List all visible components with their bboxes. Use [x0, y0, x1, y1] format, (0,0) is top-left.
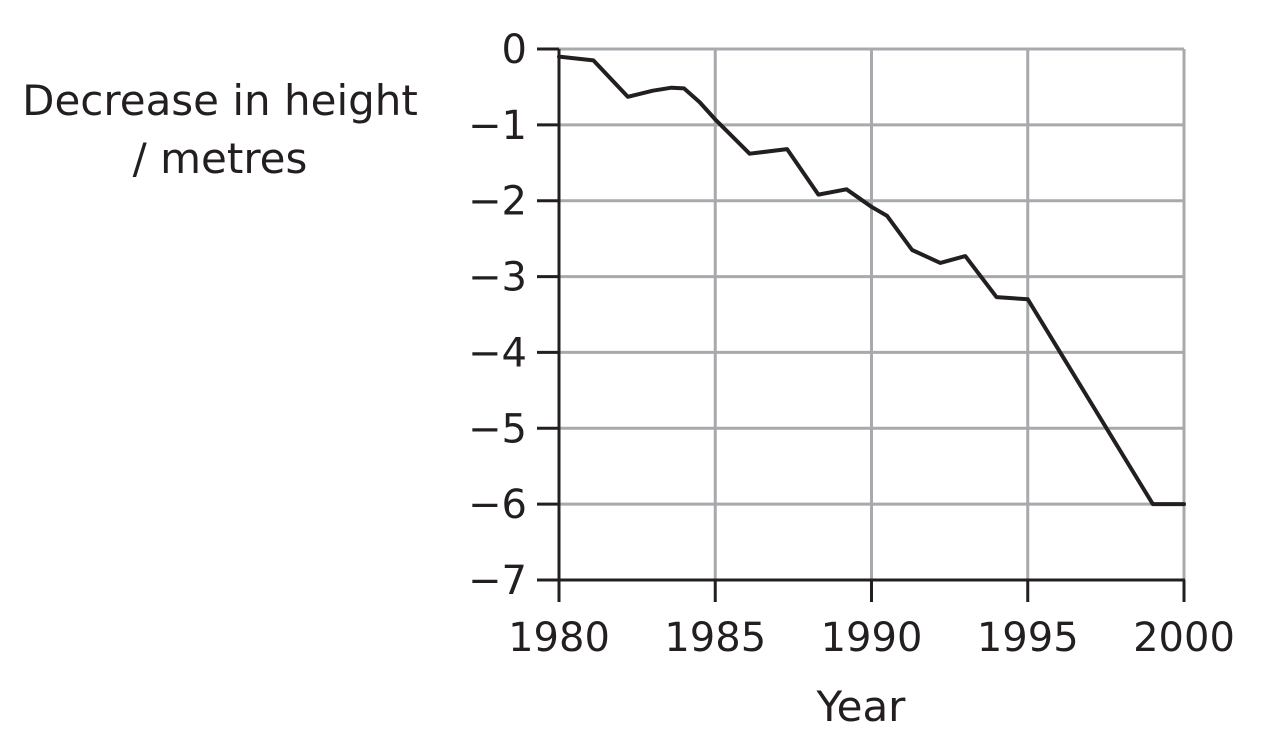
x-tick-label: 2000	[1133, 615, 1235, 661]
x-tick-label: 1990	[821, 615, 923, 661]
grid	[559, 47, 1186, 580]
y-tick-label: −5	[468, 406, 527, 452]
series-layer	[557, 54, 1186, 507]
x-tick-label: 1985	[664, 615, 766, 661]
y-tick-label: −6	[468, 482, 527, 528]
y-tick-label: 0	[502, 27, 527, 73]
y-axis-label-line-2: / metres	[132, 134, 308, 183]
x-axis-label: Year	[816, 682, 907, 731]
y-tick-label: −3	[468, 255, 527, 301]
y-axis-label-line-1: Decrease in height	[22, 76, 418, 125]
x-tick-label: 1995	[977, 615, 1079, 661]
y-tick-label: −4	[468, 330, 527, 376]
y-tick-label: −7	[468, 558, 527, 604]
tick-labels: 0 −1 −2 −3 −4 −5 −6 −7 1980 1985 1990 1995 2000	[468, 27, 1235, 661]
series-line-0	[557, 54, 1186, 507]
y-tick-label: −1	[468, 103, 527, 149]
axes	[537, 47, 1186, 602]
y-tick-label: −2	[468, 179, 527, 225]
x-tick-label: 1980	[508, 615, 610, 661]
